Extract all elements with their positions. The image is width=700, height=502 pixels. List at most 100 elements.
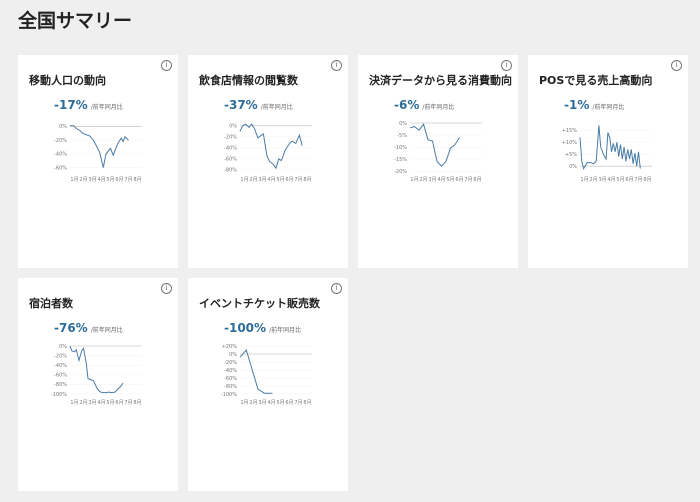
trend-line (239, 348, 273, 394)
yoy-label: /前年同月比 (422, 104, 455, 111)
y-tick-label: -60% (54, 165, 67, 171)
x-tick-label: 6月 (625, 177, 633, 183)
trend-line (409, 123, 460, 167)
yoy-value: -1% (564, 98, 590, 112)
y-tick-label: -60% (54, 373, 67, 379)
x-tick-label: 7月 (124, 400, 132, 406)
info-icon[interactable]: i (671, 60, 682, 71)
x-tick-label: 3月 (258, 177, 266, 183)
y-tick-label: -100% (221, 392, 237, 398)
x-tick-label: 1月 (240, 400, 248, 406)
x-tick-label: 7月 (464, 177, 472, 183)
x-tick-label: 1月 (240, 177, 248, 183)
info-icon[interactable]: i (161, 283, 172, 294)
y-tick-label: -20% (224, 360, 237, 366)
x-tick-label: 5月 (106, 177, 114, 183)
y-tick-label: -60% (224, 376, 237, 382)
x-tick-label: 4月 (97, 177, 105, 183)
page-title: 全国サマリー (18, 10, 133, 32)
y-tick-label: -20% (54, 138, 67, 144)
x-tick-label: 7月 (634, 177, 642, 183)
card-title: POSで見る売上高動向 (539, 74, 653, 87)
yoy-label: /前年同月比 (90, 104, 123, 111)
y-tick-label: 0% (59, 124, 67, 130)
card-title: 決済データから見る消費動向 (369, 74, 512, 87)
x-tick-label: 8月 (473, 177, 481, 183)
card-value: -76%/前年同月比 (54, 317, 123, 336)
x-tick-label: 4月 (267, 177, 275, 183)
y-tick-label: +15% (562, 128, 578, 134)
x-tick-label: 5月 (276, 400, 284, 406)
x-tick-label: 3月 (428, 177, 436, 183)
card-value: -1%/前年同月比 (564, 94, 624, 113)
summary-card: i 飲食店情報の閲覧数 -37%/前年同月比 0% -20% -40% -60% -80%… (188, 55, 348, 268)
card-value: -6%/前年同月比 (394, 94, 454, 113)
info-icon[interactable]: i (501, 60, 512, 71)
trend-line (69, 345, 124, 394)
x-tick-label: 3月 (88, 177, 96, 183)
info-icon[interactable]: i (161, 60, 172, 71)
y-tick-label: -40% (224, 368, 237, 374)
x-tick-label: 1月 (70, 400, 78, 406)
x-tick-label: 3月 (598, 177, 606, 183)
y-tick-label: 0% (229, 352, 237, 358)
x-tick-label: 6月 (285, 177, 293, 183)
yoy-value: -6% (394, 98, 420, 112)
x-tick-label: 1月 (580, 177, 588, 183)
info-icon[interactable]: i (331, 283, 342, 294)
x-tick-label: 2月 (249, 400, 257, 406)
yoy-label: /前年同月比 (592, 104, 625, 111)
y-tick-label: +5% (565, 152, 577, 158)
x-tick-label: 4月 (607, 177, 615, 183)
y-tick-label: 0% (59, 344, 67, 350)
x-tick-label: 8月 (133, 400, 141, 406)
x-tick-label: 5月 (446, 177, 454, 183)
x-tick-label: 8月 (643, 177, 651, 183)
x-tick-label: 3月 (88, 400, 96, 406)
x-tick-label: 2月 (589, 177, 597, 183)
y-tick-label: 0% (569, 164, 577, 170)
x-tick-label: 7月 (294, 400, 302, 406)
y-tick-label: -80% (54, 382, 67, 388)
yoy-value: -76% (54, 321, 88, 335)
trend-chart: 0% -5% -10% -15% -20%1月 2月 3月 4月 5月 6月 7月 8月 (394, 121, 482, 183)
x-tick-label: 7月 (294, 177, 302, 183)
x-tick-label: 4月 (97, 400, 105, 406)
y-tick-label: -40% (224, 146, 237, 152)
card-title: 移動人口の動向 (29, 74, 106, 87)
trend-chart: 0% -20% -40% -60%1月 2月 3月 4月 5月 6月 7月 8月 (54, 124, 142, 183)
y-tick-label: -5% (397, 133, 407, 139)
x-tick-label: 6月 (115, 177, 123, 183)
trend-line (70, 125, 129, 168)
x-tick-label: 3月 (258, 400, 266, 406)
x-tick-label: 4月 (437, 177, 445, 183)
card-value: -17%/前年同月比 (54, 94, 123, 113)
trend-chart: +20% 0% -20% -40% -60% -80% -100%1月 2月 3月 4月 5月 6月 7… (221, 344, 312, 406)
y-tick-label: -40% (54, 363, 67, 369)
y-tick-label: -100% (51, 392, 67, 398)
x-tick-label: 6月 (115, 400, 123, 406)
yoy-value: -37% (224, 98, 258, 112)
yoy-label: /前年同月比 (260, 104, 293, 111)
y-tick-label: 0% (399, 121, 407, 127)
trend-chart: 0% -20% -40% -60% -80%1月 2月 3月 4月 5月 6月 7月 8月 (224, 123, 312, 183)
x-tick-label: 2月 (79, 177, 87, 183)
x-tick-label: 8月 (303, 177, 311, 183)
card-value: -100%/前年同月比 (224, 317, 301, 336)
x-tick-label: 6月 (285, 400, 293, 406)
info-icon[interactable]: i (331, 60, 342, 71)
yoy-value: -100% (224, 321, 267, 335)
card-title: 宿泊者数 (29, 297, 73, 310)
y-tick-label: 0% (229, 124, 237, 130)
y-tick-label: -40% (54, 152, 67, 158)
x-tick-label: 5月 (276, 177, 284, 183)
y-tick-label: -20% (394, 169, 407, 175)
trend-chart: 0% -20% -40% -60% -80% -100%1月 2月 3月 4月 5月 6月 7月 8月 (51, 344, 142, 406)
x-tick-label: 7月 (124, 177, 132, 183)
x-tick-label: 2月 (79, 400, 87, 406)
y-tick-label: -80% (224, 384, 237, 390)
yoy-label: /前年同月比 (269, 327, 302, 334)
x-tick-label: 6月 (455, 177, 463, 183)
trend-chart: +15% +10% +5% 0% 1月 2月 3月 4月 5月 6月 7月 8月 (562, 125, 652, 183)
x-tick-label: 2月 (249, 177, 257, 183)
